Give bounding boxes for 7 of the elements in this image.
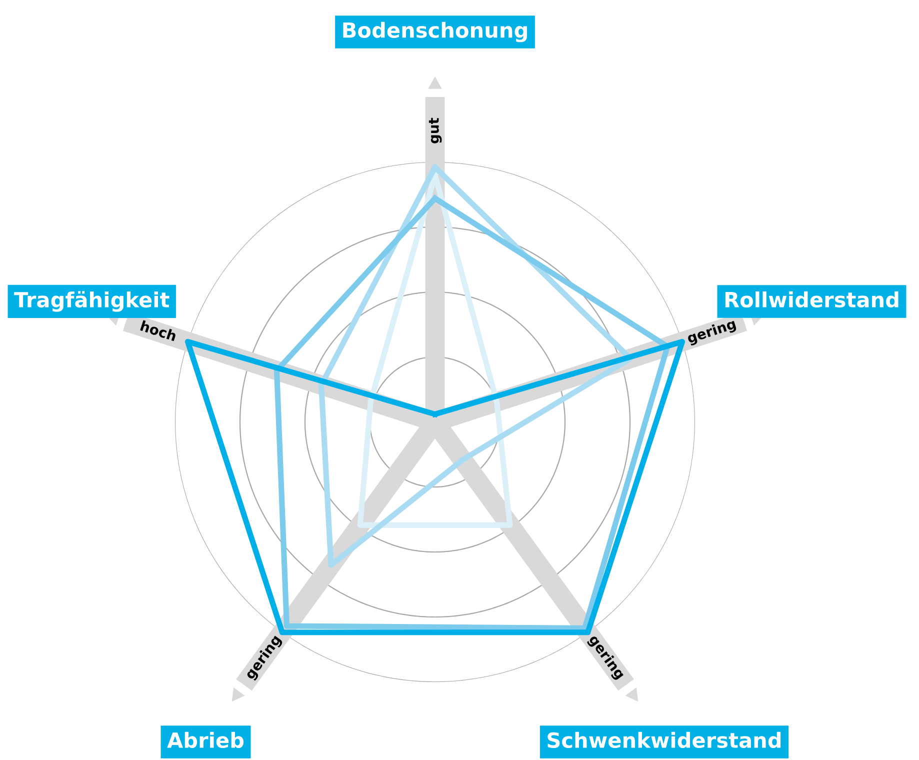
spoke-label: Rollwiderstand (725, 291, 898, 308)
spoke-label: Bodenschonung (343, 22, 527, 42)
text: hoch (140, 320, 177, 342)
spoke-label: Schwenkwiderstand (548, 732, 781, 748)
spoke-label: Abrieb (167, 732, 244, 748)
text: gut (428, 118, 442, 144)
spoke-label: Tragfähigkeit (14, 291, 170, 312)
